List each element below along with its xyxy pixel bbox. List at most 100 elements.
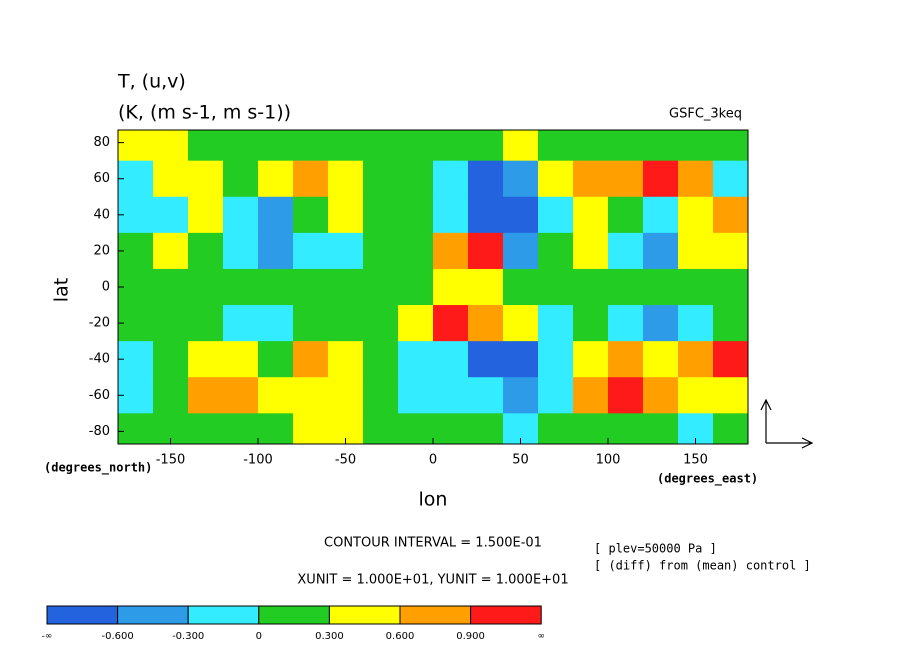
x-tick-label: 100 bbox=[596, 453, 621, 468]
field-cell bbox=[293, 196, 329, 234]
field-cell bbox=[258, 130, 294, 162]
field-cell bbox=[398, 196, 434, 234]
field-cell bbox=[293, 232, 329, 270]
field-cell bbox=[258, 160, 294, 198]
field-cell bbox=[398, 305, 434, 342]
colorbar-label: 0.900 bbox=[456, 631, 485, 642]
y-axis-label: lat bbox=[51, 278, 73, 302]
x-axis-label: lon bbox=[419, 489, 448, 511]
field-cell bbox=[468, 160, 504, 198]
field-cell bbox=[503, 341, 539, 378]
field-cell bbox=[608, 413, 644, 445]
field-cell bbox=[328, 268, 364, 306]
field-cell bbox=[713, 305, 749, 342]
field-cell bbox=[328, 377, 364, 414]
field-cell bbox=[153, 305, 189, 342]
field-cell bbox=[363, 377, 399, 414]
field-cell bbox=[153, 377, 189, 414]
field-cell bbox=[573, 130, 609, 162]
field-cell bbox=[118, 130, 154, 162]
field-cell bbox=[328, 232, 364, 270]
field-cell bbox=[573, 232, 609, 270]
field-cell bbox=[538, 130, 574, 162]
field-cell bbox=[223, 268, 259, 306]
field-cell bbox=[503, 377, 539, 414]
field-cell bbox=[223, 196, 259, 234]
field-cell bbox=[258, 268, 294, 306]
dataset-label: GSFC_3keq bbox=[669, 107, 742, 122]
field-cell bbox=[293, 305, 329, 342]
field-cell bbox=[293, 377, 329, 414]
field-cell bbox=[188, 341, 224, 378]
field-cell bbox=[328, 196, 364, 234]
side-note: [ (diff) from (mean) control ] bbox=[594, 559, 811, 573]
field-cell bbox=[188, 413, 224, 445]
field-cell bbox=[153, 232, 189, 270]
field-cell bbox=[713, 196, 749, 234]
field-cell bbox=[258, 341, 294, 378]
field-cell bbox=[643, 305, 679, 342]
x-tick-label: -50 bbox=[335, 453, 356, 468]
field-cell bbox=[468, 196, 504, 234]
field-cell bbox=[713, 377, 749, 414]
field-cell bbox=[573, 377, 609, 414]
field-cell bbox=[713, 160, 749, 198]
field bbox=[118, 130, 749, 445]
colorbar-box bbox=[117, 605, 189, 625]
field-cell bbox=[153, 130, 189, 162]
field-cell bbox=[293, 130, 329, 162]
field-cell bbox=[433, 160, 469, 198]
field-cell bbox=[398, 232, 434, 270]
field-cell bbox=[678, 377, 714, 414]
colorbar-label: 0.600 bbox=[386, 631, 415, 642]
field-cell bbox=[188, 268, 224, 306]
y-tick-label: -80 bbox=[89, 424, 110, 439]
field-cell bbox=[223, 341, 259, 378]
field-cell bbox=[188, 130, 224, 162]
field-cell bbox=[503, 130, 539, 162]
field-cell bbox=[258, 413, 294, 445]
field-cell bbox=[468, 268, 504, 306]
y-tick-label: 60 bbox=[93, 171, 110, 186]
field-cell bbox=[433, 305, 469, 342]
field-cell bbox=[573, 305, 609, 342]
field-cell bbox=[433, 196, 469, 234]
field-cell bbox=[608, 377, 644, 414]
field-cell bbox=[153, 268, 189, 306]
colorbar-label: 0.300 bbox=[315, 631, 344, 642]
reference-arrows bbox=[760, 398, 814, 449]
field-cell bbox=[713, 341, 749, 378]
field-cell bbox=[188, 232, 224, 270]
field-cell bbox=[538, 232, 574, 270]
field-cell bbox=[538, 377, 574, 414]
field-cell bbox=[433, 130, 469, 162]
field-cell bbox=[643, 341, 679, 378]
field-cell bbox=[223, 160, 259, 198]
field-cell bbox=[468, 232, 504, 270]
field-cell bbox=[573, 268, 609, 306]
field-cell bbox=[363, 160, 399, 198]
field-cell bbox=[188, 377, 224, 414]
field-cell bbox=[643, 377, 679, 414]
y-tick-label: 80 bbox=[93, 135, 110, 150]
field-cell bbox=[608, 341, 644, 378]
colorbar-box bbox=[328, 605, 401, 625]
field-cell bbox=[643, 413, 679, 445]
note: XUNIT = 1.000E+01, YUNIT = 1.000E+01 bbox=[297, 573, 568, 588]
field-cell bbox=[328, 305, 364, 342]
x-tick-label: -150 bbox=[156, 453, 186, 468]
field-cell bbox=[363, 305, 399, 342]
field-cell bbox=[153, 196, 189, 234]
field-cell bbox=[223, 305, 259, 342]
field-cell bbox=[608, 196, 644, 234]
colorbar-label: 0 bbox=[256, 631, 262, 642]
field-cell bbox=[503, 160, 539, 198]
field-cell bbox=[678, 130, 714, 162]
field-cell bbox=[503, 268, 539, 306]
field-cell bbox=[573, 196, 609, 234]
field-cell bbox=[258, 305, 294, 342]
y-tick-label: -40 bbox=[89, 352, 110, 367]
field-cell bbox=[468, 305, 504, 342]
field-cell bbox=[363, 341, 399, 378]
note: CONTOUR INTERVAL = 1.500E-01 bbox=[324, 536, 542, 551]
